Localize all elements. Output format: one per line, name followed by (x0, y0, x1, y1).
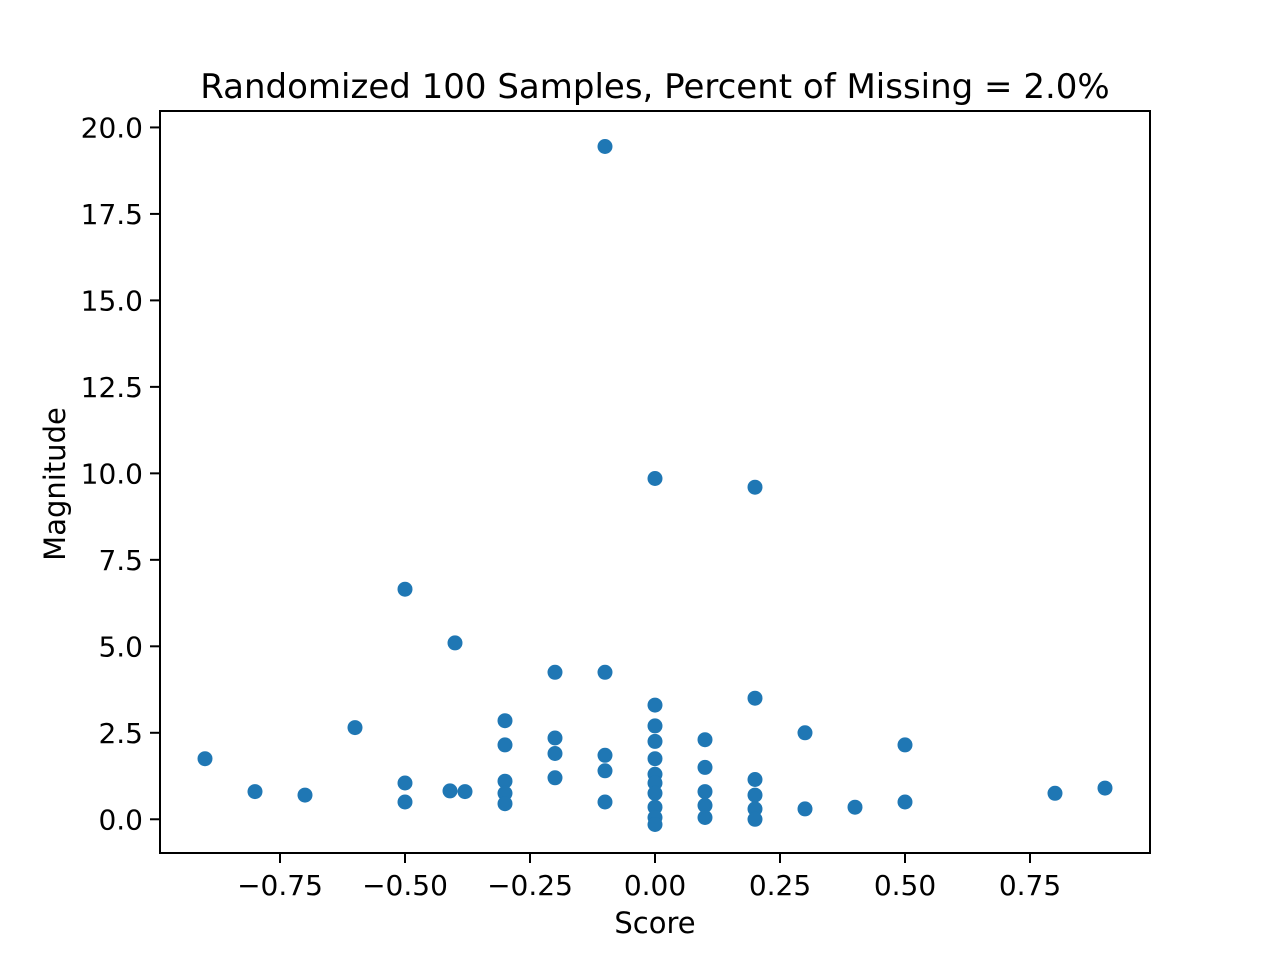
data-point (797, 725, 813, 741)
x-tick-label: 0.50 (874, 869, 936, 902)
data-point (497, 773, 513, 789)
data-point (597, 139, 613, 154)
y-tick-label: 20.0 (81, 111, 143, 144)
data-point (397, 794, 413, 810)
chart-title: Randomized 100 Samples, Percent of Missi… (200, 67, 1110, 107)
data-point (497, 713, 513, 729)
y-tick-label: 7.5 (98, 544, 143, 577)
data-point (747, 801, 763, 817)
data-point (897, 737, 913, 753)
data-point (497, 737, 513, 753)
data-point (347, 720, 363, 736)
data-point (597, 747, 613, 763)
data-point (847, 799, 863, 815)
data-point (797, 801, 813, 817)
data-point (647, 775, 663, 791)
data-point (747, 787, 763, 803)
data-point (547, 770, 563, 786)
x-tick-label: −0.25 (487, 869, 573, 902)
x-tick-label: −0.50 (362, 869, 448, 902)
data-point (897, 794, 913, 810)
data-point (547, 664, 563, 680)
x-tick-label: 0.75 (999, 869, 1061, 902)
data-point (647, 697, 663, 713)
data-point (697, 759, 713, 775)
data-point (647, 817, 663, 832)
data-point (747, 811, 763, 827)
data-point (457, 784, 473, 800)
data-point (297, 787, 313, 803)
data-point (747, 772, 763, 787)
data-point (647, 718, 663, 734)
y-tick-label: 10.0 (81, 457, 143, 490)
data-point (442, 783, 458, 799)
y-tick-label: 17.5 (81, 198, 143, 231)
x-axis-label: Score (614, 906, 696, 940)
data-point (397, 581, 413, 597)
data-point (697, 784, 713, 800)
data-point (647, 785, 663, 801)
data-point (547, 746, 563, 761)
data-point (747, 479, 763, 495)
data-point (647, 751, 663, 767)
y-tick-label: 0.0 (98, 803, 143, 836)
data-point (647, 799, 663, 815)
y-tick-label: 5.0 (98, 630, 143, 663)
data-point (197, 751, 213, 767)
data-point (697, 797, 713, 813)
plot-area: −0.75 −0.50 −0.25 0.00 0.25 0.50 0.75 0.0 2.5 5.0… (81, 110, 1151, 902)
data-point (697, 732, 713, 748)
x-tick-label: 0.25 (749, 869, 811, 902)
data-point (597, 664, 613, 680)
y-tick-label: 15.0 (81, 284, 143, 317)
data-point (397, 775, 413, 791)
x-tick-label: 0.00 (624, 869, 686, 902)
data-point (547, 730, 563, 746)
data-point (247, 784, 263, 800)
data-point (597, 794, 613, 810)
data-point (1047, 785, 1063, 801)
x-tick-label: −0.75 (237, 869, 323, 902)
y-tick-label: 2.5 (98, 717, 143, 750)
data-point (647, 733, 663, 749)
y-axis-label: Magnitude (38, 407, 72, 561)
data-point (747, 690, 763, 706)
data-point (497, 785, 513, 801)
data-point (497, 796, 513, 812)
data-point (697, 810, 713, 825)
data-point (647, 471, 663, 486)
data-point (597, 763, 613, 779)
data-point (447, 635, 463, 651)
y-tick-label: 12.5 (81, 371, 143, 404)
data-point (1097, 780, 1113, 796)
